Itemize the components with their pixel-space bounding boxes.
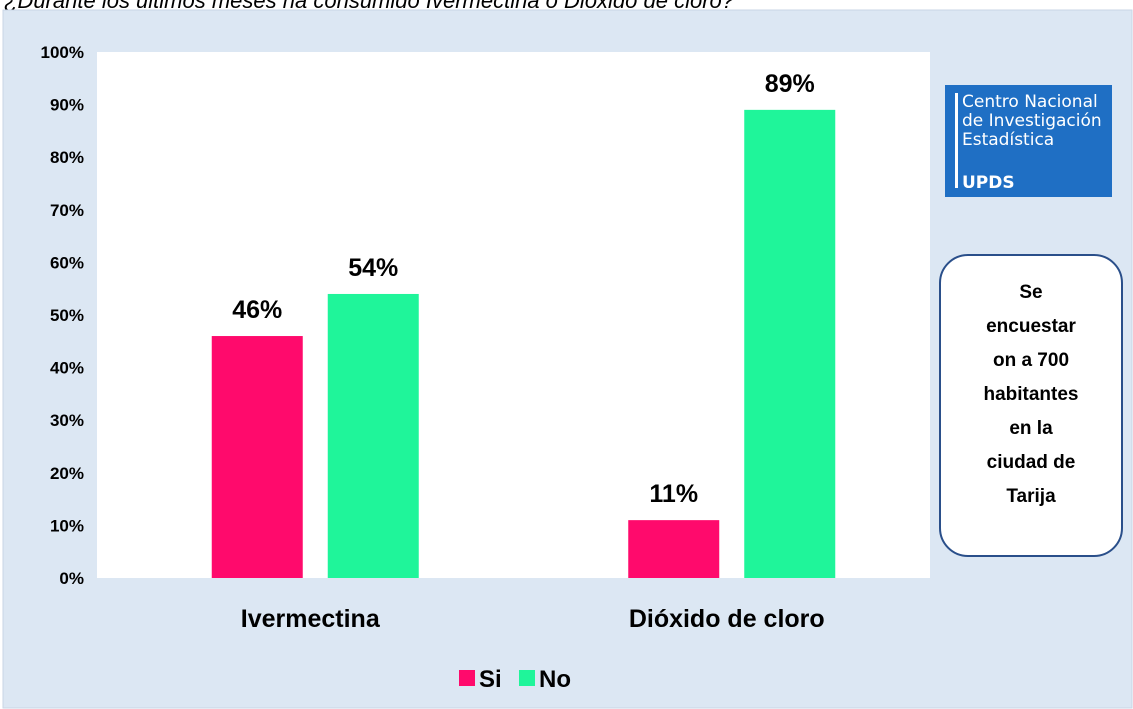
note-text: Tarija	[1006, 486, 1056, 507]
y-tick-label: 60%	[50, 253, 84, 272]
y-tick-label: 50%	[50, 306, 84, 325]
logo-brand: UPDS	[962, 173, 1015, 193]
note-box	[939, 254, 1123, 557]
logo-box	[945, 85, 1112, 197]
y-tick-label: 70%	[50, 201, 84, 220]
data-label: 54%	[348, 254, 398, 282]
y-tick-label: 10%	[50, 516, 84, 535]
note-text: ciudad de	[987, 452, 1076, 473]
x-tick-label: Ivermectina	[241, 605, 381, 633]
legend-label: Si	[479, 666, 502, 693]
note-text: habitantes	[983, 384, 1078, 405]
x-tick-label: Dióxido de cloro	[629, 605, 825, 633]
y-tick-label: 20%	[50, 464, 84, 483]
bar	[327, 293, 419, 578]
data-label: 11%	[649, 480, 698, 508]
note-text: encuestar	[986, 316, 1076, 337]
logo-text: Centro Nacional	[962, 92, 1098, 112]
data-label: 89%	[765, 70, 815, 98]
y-tick-label: 40%	[50, 359, 84, 378]
bar	[744, 109, 836, 579]
logo-bar	[955, 93, 958, 188]
note-text: en la	[1009, 418, 1053, 439]
y-tick-label: 90%	[50, 96, 84, 115]
note-text: on a 700	[993, 350, 1069, 371]
note-text: Se	[1019, 282, 1042, 303]
bar	[211, 336, 303, 578]
y-tick-label: 80%	[50, 148, 84, 167]
bar	[628, 520, 720, 578]
legend-swatch	[519, 670, 535, 686]
legend-swatch	[459, 670, 475, 686]
y-tick-label: 0%	[59, 569, 84, 588]
data-label: 46%	[232, 296, 282, 324]
y-tick-label: 100%	[41, 43, 84, 62]
logo-text: de Investigación	[962, 111, 1102, 131]
legend-label: No	[539, 666, 571, 693]
logo-text: Estadística	[962, 130, 1054, 150]
y-tick-label: 30%	[50, 411, 84, 430]
